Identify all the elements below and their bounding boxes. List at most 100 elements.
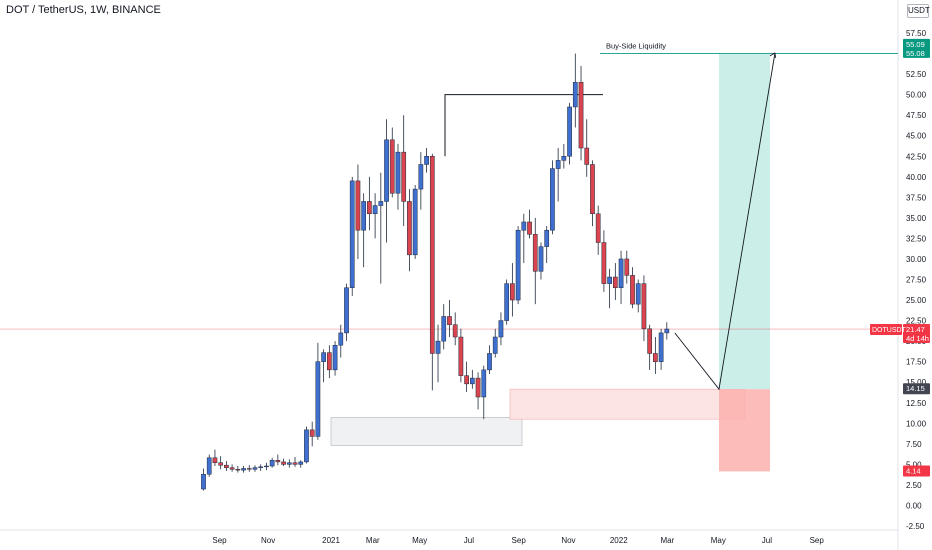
candle	[246, 465, 252, 472]
currency-button[interactable]: USDT	[907, 4, 930, 18]
time-tick-label: 2021	[322, 536, 340, 545]
price-tick-label: 42.50	[906, 152, 927, 161]
candle	[344, 283, 349, 342]
candle-body-up	[492, 336, 498, 354]
candle	[447, 300, 452, 338]
candle-body-up	[286, 462, 292, 465]
candle	[418, 152, 424, 210]
candle	[206, 454, 212, 477]
candle	[241, 466, 246, 473]
candle-body-up	[338, 332, 344, 346]
candle-body-down	[601, 242, 607, 284]
candle	[309, 421, 315, 447]
candle	[630, 267, 635, 309]
candle-body-up	[384, 139, 389, 202]
candle	[252, 465, 258, 472]
candle-body-up	[378, 201, 384, 206]
candle-body-down	[578, 82, 584, 149]
candle-body-down	[281, 461, 286, 465]
current-price-badge-bg	[903, 324, 930, 344]
candle	[510, 263, 515, 317]
candle	[349, 176, 355, 296]
candle-body-down	[367, 201, 372, 215]
candle-body-up	[664, 328, 670, 334]
candle-body-up	[321, 352, 326, 362]
chart-title: DOT / TetherUS, 1W, BINANCE	[6, 4, 161, 16]
candle	[389, 127, 395, 198]
candle	[469, 369, 475, 389]
candle	[435, 324, 441, 383]
price-tick-label: 5.00	[906, 460, 922, 469]
price-tick-label: 52.50	[906, 70, 927, 79]
price-tick-label: 45.00	[906, 132, 927, 141]
price-tick-label: 2.50	[906, 481, 922, 490]
candle-body-down	[653, 353, 658, 362]
candle	[258, 464, 264, 471]
target-price-badge-bg	[903, 38, 930, 58]
candle	[286, 459, 292, 468]
demand-zone-grey	[330, 417, 523, 446]
target-zone	[719, 52, 770, 390]
price-tick-label: 10.00	[906, 419, 927, 428]
candle-body-up	[332, 344, 338, 371]
time-tick-label: Sep	[212, 536, 227, 545]
candle	[367, 176, 372, 231]
candle	[441, 304, 447, 350]
time-tick-label: Jul	[464, 536, 474, 545]
candle	[326, 345, 332, 379]
candle	[601, 230, 607, 292]
candle	[504, 279, 510, 325]
candle-body-up	[555, 160, 561, 169]
candle-body-down	[429, 156, 435, 354]
candle-body-up	[241, 468, 246, 471]
candle	[532, 217, 538, 305]
candle	[475, 372, 481, 410]
time-tick-label: Nov	[561, 536, 575, 545]
candle-body-up	[412, 188, 418, 256]
candle	[464, 361, 469, 393]
candle-body-down	[475, 377, 481, 398]
time-tick-label: Mar	[366, 536, 380, 545]
price-tick-label: 47.50	[906, 111, 927, 120]
candle-body-up	[206, 457, 212, 475]
price-tick-label: 57.50	[906, 29, 927, 38]
candle	[298, 460, 304, 468]
candle-body-down	[235, 469, 241, 471]
candle	[264, 462, 269, 471]
candle-body-up	[567, 106, 572, 157]
candle	[338, 324, 344, 358]
candle-body-down	[527, 221, 532, 235]
candle	[332, 341, 338, 376]
candle-body-up	[487, 353, 492, 371]
candle	[372, 193, 378, 239]
candle-body-down	[224, 464, 229, 468]
candle-body-up	[561, 156, 567, 161]
candle-body-up	[550, 168, 555, 231]
candle-body-up	[572, 82, 578, 108]
demand-zone-pink	[509, 388, 746, 420]
candle	[653, 337, 658, 374]
candle-body-down	[229, 467, 235, 470]
candle-body-down	[647, 328, 653, 354]
structure-line	[444, 94, 603, 157]
candle-body-down	[246, 468, 252, 470]
candle-body-down	[630, 275, 635, 305]
candle	[567, 102, 572, 165]
price-tick-label: 12.50	[906, 399, 927, 408]
buy-side-liquidity-label: Buy-Side Liquidity	[606, 42, 666, 51]
candle	[607, 268, 612, 309]
target-price-badge-text: 55.09	[906, 40, 925, 49]
stop-zone	[719, 389, 770, 472]
candle	[229, 464, 235, 472]
candle	[481, 365, 487, 420]
candle	[487, 345, 492, 374]
candle-body-up	[361, 201, 367, 231]
candle-body-down	[309, 429, 315, 437]
candle-body-up	[618, 258, 624, 288]
candle-body-up	[538, 246, 544, 272]
entry-price-badge: 14.15	[903, 383, 930, 395]
candle-body-up	[635, 283, 641, 305]
time-tick-label: Sep	[810, 536, 825, 545]
